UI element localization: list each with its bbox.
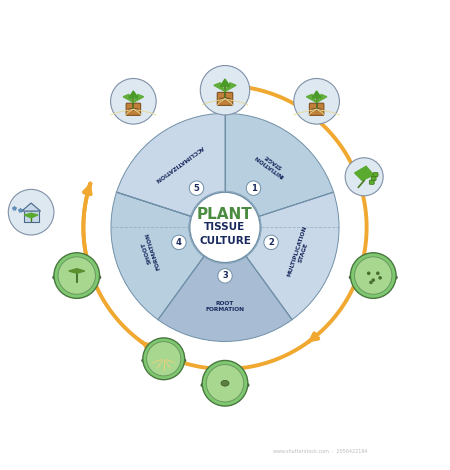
Circle shape (206, 365, 244, 402)
Text: SHOOT
FORMATION: SHOOT FORMATION (139, 232, 162, 272)
Circle shape (202, 360, 248, 406)
Circle shape (54, 253, 99, 298)
Text: ACCLIMATIZATION: ACCLIMATIZATION (153, 144, 204, 183)
Polygon shape (306, 94, 317, 102)
Wedge shape (158, 257, 292, 341)
Circle shape (189, 181, 204, 196)
Text: 2: 2 (268, 238, 274, 247)
FancyBboxPatch shape (24, 211, 39, 222)
Wedge shape (117, 113, 225, 216)
Circle shape (264, 235, 278, 250)
Text: CULTURE: CULTURE (199, 236, 251, 246)
Polygon shape (225, 83, 236, 92)
Circle shape (147, 342, 181, 376)
Circle shape (345, 158, 383, 196)
Ellipse shape (201, 380, 249, 390)
Circle shape (172, 235, 186, 250)
Polygon shape (69, 269, 77, 273)
Polygon shape (22, 203, 40, 211)
Circle shape (189, 191, 261, 264)
Circle shape (367, 272, 370, 275)
Circle shape (355, 257, 392, 294)
Ellipse shape (219, 97, 231, 100)
Ellipse shape (311, 108, 322, 110)
Circle shape (351, 253, 396, 298)
Text: 4: 4 (176, 238, 182, 247)
Text: INITIATION
STAGE: INITIATION STAGE (254, 149, 289, 179)
Polygon shape (31, 213, 38, 218)
FancyBboxPatch shape (369, 180, 374, 184)
Polygon shape (220, 79, 230, 86)
Ellipse shape (142, 356, 186, 365)
Ellipse shape (349, 272, 397, 282)
Text: MULTIPLICATION
STAGE: MULTIPLICATION STAGE (287, 225, 314, 279)
Polygon shape (214, 83, 225, 92)
Polygon shape (312, 91, 321, 98)
FancyBboxPatch shape (310, 103, 324, 115)
Circle shape (246, 181, 261, 196)
Polygon shape (317, 94, 327, 102)
Wedge shape (111, 192, 204, 320)
Ellipse shape (128, 108, 139, 110)
Circle shape (200, 65, 250, 115)
Polygon shape (133, 94, 144, 102)
Polygon shape (129, 91, 138, 98)
Circle shape (111, 78, 156, 124)
Text: www.shutterstock.com  ·  2056422194: www.shutterstock.com · 2056422194 (273, 448, 367, 454)
FancyBboxPatch shape (217, 93, 233, 105)
Ellipse shape (221, 380, 229, 386)
Polygon shape (355, 166, 374, 180)
Circle shape (190, 192, 260, 263)
Text: 5: 5 (194, 184, 199, 193)
FancyBboxPatch shape (373, 172, 378, 177)
Circle shape (8, 189, 54, 235)
Polygon shape (123, 94, 133, 102)
Circle shape (371, 278, 375, 282)
FancyBboxPatch shape (371, 176, 376, 180)
Polygon shape (77, 269, 85, 273)
Text: PLANT: PLANT (197, 206, 253, 221)
Circle shape (143, 338, 184, 380)
Text: 1: 1 (251, 184, 256, 193)
Wedge shape (246, 192, 339, 320)
Circle shape (376, 272, 380, 275)
Circle shape (369, 281, 373, 284)
FancyBboxPatch shape (126, 103, 140, 115)
Circle shape (58, 257, 95, 294)
Text: 3: 3 (222, 271, 228, 281)
Text: TISSUE: TISSUE (204, 222, 246, 232)
Text: ROOT
FORMATION: ROOT FORMATION (206, 301, 244, 312)
Ellipse shape (53, 272, 101, 282)
Circle shape (378, 276, 382, 280)
Polygon shape (24, 213, 31, 218)
Circle shape (218, 269, 232, 283)
Circle shape (294, 78, 339, 124)
Wedge shape (225, 113, 333, 216)
